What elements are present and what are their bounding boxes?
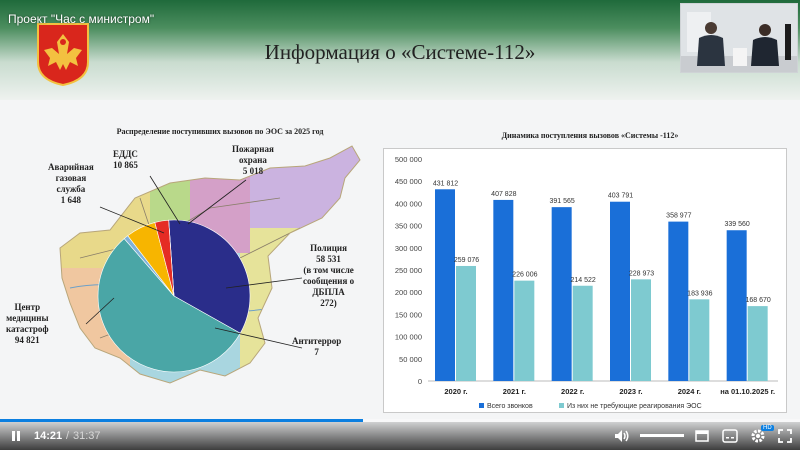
bar	[631, 279, 651, 381]
data-label: 183 936	[687, 290, 712, 297]
label-antiterror: Антитеррор 7	[292, 336, 342, 357]
data-label: 431 812	[433, 180, 458, 187]
duration: 31:37	[73, 430, 101, 442]
legend-swatch	[559, 403, 564, 408]
y-tick-label: 450 000	[395, 177, 422, 186]
pie-leader-line	[85, 297, 115, 325]
y-tick-label: 250 000	[395, 266, 422, 275]
miniplayer-icon[interactable]	[695, 429, 709, 443]
bar	[689, 299, 710, 381]
volume-slider[interactable]	[640, 434, 684, 437]
bar	[435, 189, 455, 381]
x-tick-label: 2023 г.	[619, 387, 642, 396]
fullscreen-icon[interactable]	[778, 429, 792, 443]
label-police: Полиция 58 531 (в том числе сообщения о ДБПЛ…	[303, 243, 355, 308]
y-tick-label: 200 000	[395, 288, 422, 297]
region-map-with-pie	[59, 145, 361, 384]
settings-gear-icon[interactable]	[750, 428, 766, 444]
x-tick-label: 2021 г.	[503, 387, 526, 396]
pie-leader-line	[214, 327, 303, 349]
label-medical: Центр медицины катастроф 94 821	[6, 302, 49, 345]
data-label: 339 560	[725, 221, 750, 228]
y-tick-label: 50 000	[399, 355, 422, 364]
time-separator: /	[66, 430, 70, 442]
bar-chart: 0 50 000 100 000 150 000 200 000 250 000 300 0…	[395, 155, 778, 410]
pie-leader-line	[99, 206, 165, 234]
y-tick-label: 500 000	[395, 155, 422, 164]
label-gas-service: Аварийная газовая служба 1 648	[48, 162, 94, 205]
bar	[514, 280, 535, 381]
x-tick-label: 2024 г.	[678, 387, 701, 396]
current-time: 14:21	[34, 430, 63, 442]
pie-leader-line	[187, 179, 247, 225]
data-label: 226 006	[512, 272, 537, 279]
label-edds: ЕДДС 10 865	[113, 149, 138, 170]
legend-label: Всего звонков	[487, 403, 533, 410]
data-label: 259 076	[454, 257, 479, 264]
pie-leader-line	[225, 277, 303, 289]
seek-bar[interactable]	[0, 419, 800, 422]
volume-level	[640, 434, 684, 437]
label-fire: Пожарная охрана 5 018	[232, 144, 274, 176]
bar	[668, 221, 689, 381]
bar	[493, 199, 514, 381]
bar	[726, 230, 747, 381]
pie-slice	[168, 219, 175, 297]
data-label: 403 791	[608, 193, 633, 200]
bar-chart-title: Динамика поступления вызовов «Системы -1…	[501, 131, 679, 140]
volume-icon[interactable]	[614, 429, 630, 443]
bar	[551, 207, 572, 381]
bar	[456, 265, 476, 381]
legend-label: Из них не требующие реагирования ЭОС	[567, 402, 702, 410]
data-label: 214 522	[571, 277, 596, 284]
y-tick-label: 350 000	[395, 222, 422, 231]
bar	[610, 201, 630, 381]
y-tick-label: 0	[418, 377, 422, 386]
x-tick-label: 2020 г.	[444, 387, 467, 396]
hd-badge: HD	[761, 425, 774, 431]
legend-swatch	[479, 403, 484, 408]
pause-icon[interactable]	[10, 430, 22, 442]
webcam-overlay	[680, 3, 798, 73]
bar	[747, 306, 768, 381]
pie-leader-line	[149, 175, 181, 225]
bar	[572, 285, 593, 381]
subtitles-icon[interactable]	[722, 429, 738, 443]
player-controls: 14:21 / 31:37 HD	[0, 422, 800, 450]
slide-header: Проект "Час с министром" Информация о «С…	[0, 0, 800, 100]
data-label: 407 828	[491, 191, 516, 198]
pie-slice	[168, 219, 251, 334]
komi-emblem-icon	[37, 23, 89, 86]
y-tick-label: 300 000	[395, 244, 422, 253]
y-tick-label: 400 000	[395, 199, 422, 208]
slide-title: Информация о «Системе-112»	[264, 40, 536, 64]
y-tick-label: 150 000	[395, 310, 422, 319]
pie-slice	[97, 238, 241, 373]
data-label: 228 973	[629, 270, 654, 277]
bar-chart-frame: 0 50 000 100 000 150 000 200 000 250 000 300 0…	[383, 148, 787, 413]
pie-title: Распределение поступивших вызовов по ЭОС…	[116, 127, 324, 136]
x-tick-label: на 01.10.2025 г.	[720, 387, 775, 396]
data-label: 391 565	[550, 198, 575, 205]
seek-bar-progress	[0, 419, 364, 422]
x-tick-label: 2022 г.	[561, 387, 584, 396]
project-title: Проект "Час с министром"	[8, 12, 155, 26]
data-label: 358 977	[666, 213, 691, 220]
data-label: 168 670	[746, 297, 771, 304]
y-tick-label: 100 000	[395, 333, 422, 342]
